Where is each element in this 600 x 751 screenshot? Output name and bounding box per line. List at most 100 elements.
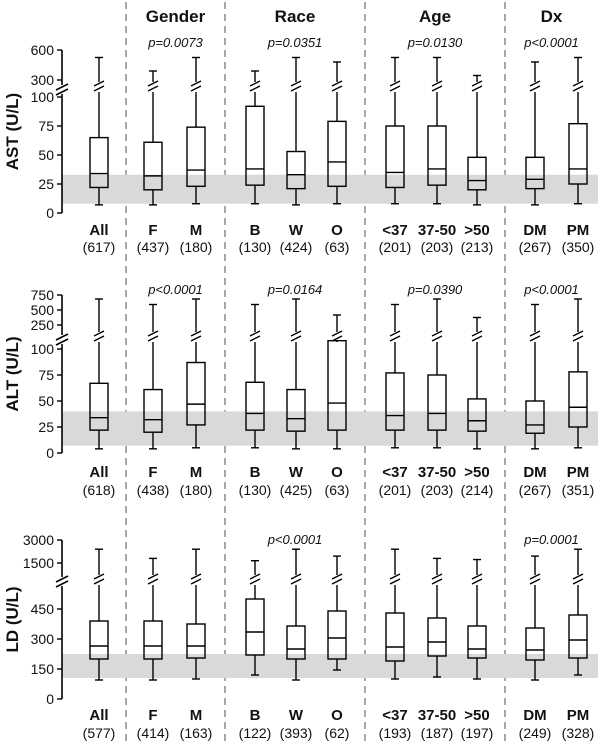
panel-0-box-F-label: F: [148, 222, 157, 239]
panel-1-box-All-label: All: [89, 464, 108, 481]
panel-1-ytick-label: 25: [38, 419, 54, 435]
panel-2-box-PM-n: (328): [562, 725, 595, 741]
panel-0-ytick-label: 300: [31, 72, 55, 88]
panel-0-box-F-iqr: [143, 141, 163, 191]
panel-2-box-<37-break-mark: [389, 578, 401, 585]
panel-0-box-B-iqr: [245, 105, 265, 186]
panel-2-box-PM-break-mark: [572, 578, 584, 585]
panel-1-box-W-iqr: [286, 388, 306, 432]
panel-1-ytick-label: 750: [31, 287, 55, 303]
panel-2-box-W-n: (393): [280, 725, 313, 741]
panel-0-box-F-break-mark: [147, 80, 159, 87]
panel-2-box-O-break-mark: [331, 573, 343, 580]
panel-2-box-DM-break-mark: [529, 578, 541, 585]
panel-0-box-W-break-mark: [290, 80, 302, 87]
panel-2-box-All-break-mark: [93, 578, 105, 585]
panel-0-box-PM-break-mark: [572, 80, 584, 87]
panel-0-box-37-50-break-mark: [431, 80, 443, 87]
panel-0-box-B-break-mark: [249, 85, 261, 92]
panel-1-box->50-label: >50: [464, 464, 489, 481]
panel-2-box-PM-label: PM: [567, 707, 590, 724]
panel-2-box-O-n: (62): [325, 725, 350, 741]
panel-1-box-F-label: F: [148, 464, 157, 481]
panel-1-ytick-label: 50: [38, 393, 54, 409]
panel-0-box-W-iqr: [286, 150, 306, 190]
panel-0-ytick-label: 100: [31, 89, 55, 105]
panel-1-box-All-break-mark: [93, 335, 105, 342]
panel-0-box-M-break-mark: [190, 85, 202, 92]
panel-1-box-<37-break-mark: [389, 335, 401, 342]
panel-1-box-<37-n: (201): [379, 482, 412, 498]
panel-2-ytick-label: 450: [31, 601, 55, 617]
panel-0-p-value-0: p=0.0073: [147, 35, 203, 50]
panel-0-box-DM-label: DM: [523, 222, 546, 239]
panel-1-box->50-iqr: [467, 398, 487, 432]
panel-1-ytick-label: 75: [38, 367, 54, 383]
panel-1-box-F-iqr: [143, 388, 163, 433]
panel-0-box-PM-break-mark: [572, 85, 584, 92]
panel-0-box-O-label: O: [331, 222, 343, 239]
panel-0-box-O-break-mark: [331, 80, 343, 87]
panel-0-box-M-n: (180): [180, 239, 213, 255]
panel-2-axis-break-mark: [55, 575, 69, 583]
panel-2-box-B-iqr: [245, 598, 265, 656]
panel-2-box-All-n: (577): [83, 725, 116, 741]
panel-1-box->50-break-mark: [471, 335, 483, 342]
panel-0-box-M-label: M: [190, 222, 203, 239]
panel-1-box-37-50-label: 37-50: [418, 464, 456, 481]
panel-2-box-37-50-n: (187): [421, 725, 454, 741]
panel-1-box-<37-iqr: [385, 372, 405, 431]
panel-2-box-37-50-label: 37-50: [418, 707, 456, 724]
panel-1-box-All-n: (618): [83, 482, 116, 498]
panel-0-box-<37-break-mark: [389, 80, 401, 87]
panel-2-box->50-break-mark: [471, 578, 483, 585]
panel-2-box-F-label: F: [148, 707, 157, 724]
panel-2-box-<37-break-mark: [389, 573, 401, 580]
panel-1-box-O-n: (63): [325, 482, 350, 498]
panel-1-box-B-iqr: [245, 381, 265, 431]
panel-2-box-F-break-mark: [147, 573, 159, 580]
panel-1-box->50-n: (214): [461, 482, 494, 498]
panel-0-box-37-50-n: (203): [421, 239, 454, 255]
panel-0-box-W-n: (424): [280, 239, 313, 255]
panel-1-box->50-break-mark: [471, 330, 483, 337]
panel-1-box-DM-n: (267): [519, 482, 552, 498]
panel-0-box->50-iqr: [467, 156, 487, 191]
panel-2-box-W-break-mark: [290, 573, 302, 580]
panel-2-box-O-iqr: [327, 610, 347, 660]
panel-0-box->50-label: >50: [464, 222, 489, 239]
panel-0-box-PM-label: PM: [567, 222, 590, 239]
panel-1-p-value-3: p<0.0001: [523, 282, 579, 297]
group-header-dx: Dx: [541, 7, 563, 26]
panel-1-ytick-label: 500: [31, 302, 55, 318]
panel-2-box->50-n: (197): [461, 725, 494, 741]
panel-1-axis-break-mark: [55, 338, 69, 346]
panel-0-box-O-n: (63): [325, 239, 350, 255]
panel-2-box-W-label: W: [289, 707, 304, 724]
panel-0-box-37-50-break-mark: [431, 85, 443, 92]
panel-0-box-M-iqr: [186, 126, 206, 188]
panel-2-box-All-break-mark: [93, 573, 105, 580]
panel-1-box-M-n: (180): [180, 482, 213, 498]
panel-2-box-<37-n: (193): [379, 725, 412, 741]
panel-1-p-value-1: p=0.0164: [267, 282, 323, 297]
panel-1-box-F-break-mark: [147, 335, 159, 342]
panel-0-box-All-label: All: [89, 222, 108, 239]
panel-0-ytick-label: 50: [38, 147, 54, 163]
panel-2-box-B-label: B: [250, 707, 261, 724]
panel-1-box-37-50-break-mark: [431, 330, 443, 337]
panel-1-box-PM-break-mark: [572, 335, 584, 342]
panel-2-box->50-label: >50: [464, 707, 489, 724]
panel-1-box-<37-label: <37: [382, 464, 407, 481]
panel-1-box-DM-iqr: [525, 400, 545, 434]
panel-2-ytick-label: 0: [46, 691, 54, 707]
panel-2-box-<37-label: <37: [382, 707, 407, 724]
panel-0-box-B-break-mark: [249, 80, 261, 87]
panel-2-box-O-label: O: [331, 707, 343, 724]
panel-1-box-O-break-mark: [331, 330, 343, 337]
panel-0-box-O-break-mark: [331, 85, 343, 92]
panel-1-box-W-label: W: [289, 464, 304, 481]
panel-1-box-37-50-iqr: [427, 374, 447, 431]
panel-1-box-PM-iqr: [568, 371, 588, 428]
